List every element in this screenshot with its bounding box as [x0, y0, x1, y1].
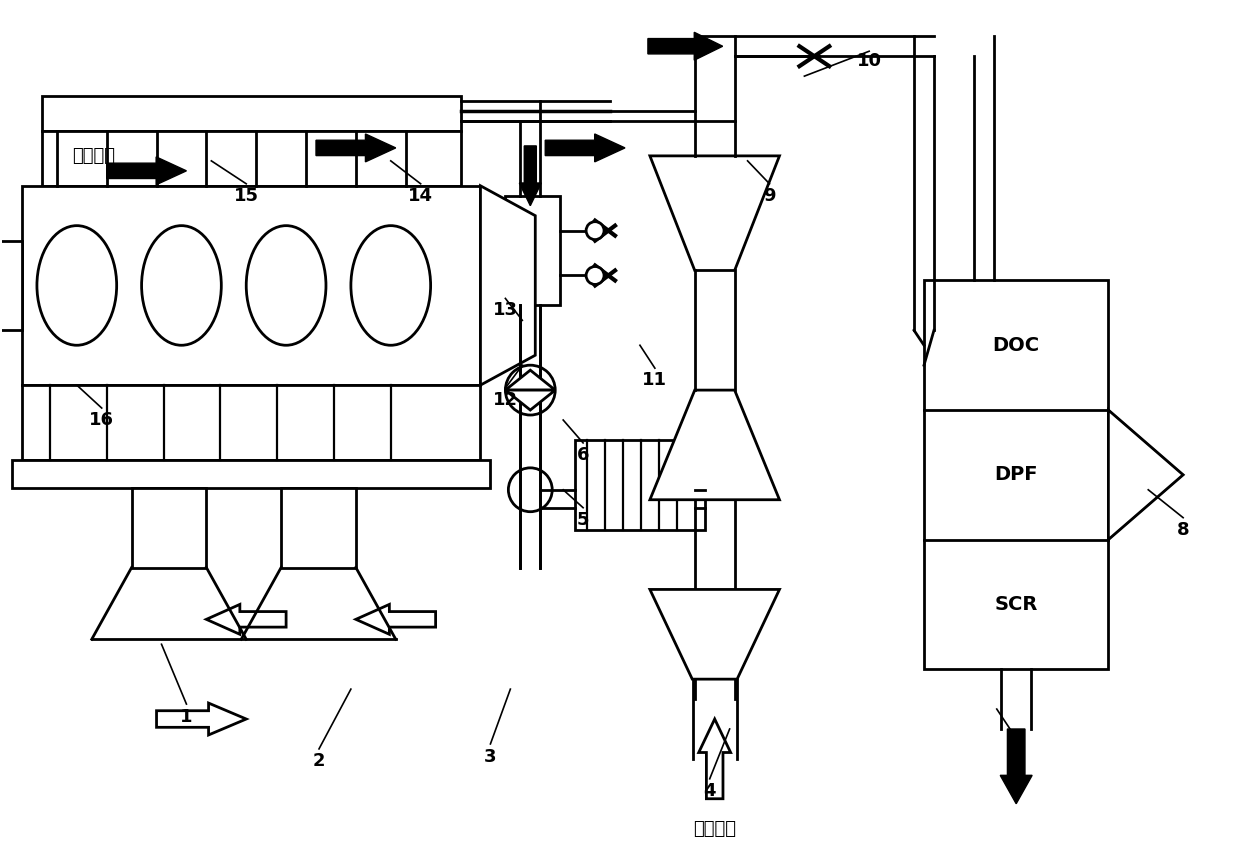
Text: 12: 12 — [492, 391, 518, 409]
Polygon shape — [1109, 410, 1183, 540]
Polygon shape — [649, 32, 723, 60]
Bar — [0, 240, 22, 330]
Polygon shape — [546, 134, 625, 162]
Text: 10: 10 — [857, 52, 882, 70]
Polygon shape — [650, 589, 780, 679]
Polygon shape — [650, 156, 780, 271]
Text: 6: 6 — [577, 446, 589, 464]
Text: 4: 4 — [703, 781, 715, 800]
Polygon shape — [506, 370, 556, 390]
Bar — [22, 385, 480, 460]
Polygon shape — [520, 146, 542, 206]
Text: 2: 2 — [312, 752, 325, 770]
Circle shape — [587, 266, 604, 284]
Bar — [42, 131, 460, 185]
Text: 16: 16 — [89, 411, 114, 429]
Bar — [281, 488, 356, 567]
Text: 高温废气: 高温废气 — [72, 147, 115, 165]
Text: DPF: DPF — [994, 465, 1038, 485]
Circle shape — [587, 222, 604, 239]
Text: 9: 9 — [764, 187, 776, 205]
Bar — [506, 196, 560, 305]
Polygon shape — [316, 134, 396, 162]
Text: 3: 3 — [484, 748, 497, 766]
Polygon shape — [480, 185, 536, 385]
Bar — [12, 460, 491, 488]
Bar — [22, 185, 480, 385]
Bar — [42, 96, 460, 131]
Text: 低温空气: 低温空气 — [693, 819, 737, 838]
Bar — [131, 488, 206, 567]
Text: 15: 15 — [233, 187, 259, 205]
Polygon shape — [650, 390, 780, 500]
Bar — [575, 440, 704, 529]
Text: 1: 1 — [180, 708, 192, 726]
Text: 11: 11 — [642, 371, 667, 389]
Text: 14: 14 — [408, 187, 433, 205]
Polygon shape — [1001, 729, 1032, 803]
Text: 13: 13 — [492, 301, 518, 319]
Text: DOC: DOC — [993, 336, 1040, 355]
Text: 7: 7 — [1012, 745, 1025, 763]
Text: 8: 8 — [1177, 521, 1189, 539]
Text: 5: 5 — [577, 511, 589, 529]
Polygon shape — [107, 157, 186, 185]
Bar — [924, 281, 1109, 669]
Text: SCR: SCR — [994, 595, 1038, 614]
Polygon shape — [506, 390, 556, 410]
